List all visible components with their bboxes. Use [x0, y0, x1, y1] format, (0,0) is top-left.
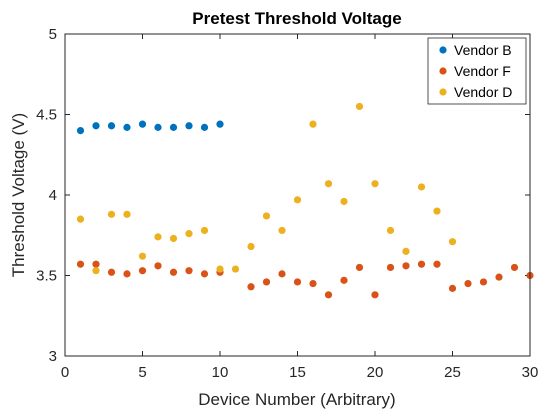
data-point: [123, 123, 131, 131]
data-point: [216, 265, 224, 273]
data-point: [107, 268, 116, 276]
y-tick-label: 4.5: [36, 107, 57, 124]
data-point: [107, 210, 116, 218]
data-point: [340, 276, 348, 284]
data-point: [185, 122, 193, 130]
data-point: [433, 207, 441, 215]
data-point: [169, 268, 178, 276]
data-point: [107, 122, 116, 130]
y-tick-label: 4: [49, 187, 57, 204]
data-point: [138, 267, 147, 275]
data-point: [278, 270, 286, 278]
data-point: [185, 230, 193, 238]
data-point: [386, 263, 395, 272]
series-vendor-d: [76, 102, 457, 275]
x-tick-label: 5: [138, 364, 146, 381]
plot-frame: [64, 33, 531, 357]
series-vendor-f: [76, 260, 534, 299]
data-point: [216, 120, 224, 128]
data-point: [154, 262, 162, 270]
x-tick-label: 0: [61, 364, 69, 381]
data-point: [185, 267, 193, 275]
y-tick-label: 3.5: [36, 268, 57, 285]
x-tick-label: 25: [444, 364, 461, 381]
data-point: [154, 123, 162, 131]
data-point: [92, 122, 100, 130]
data-point: [340, 197, 348, 206]
data-point: [138, 252, 147, 260]
data-point: [510, 263, 519, 272]
data-point: [448, 284, 457, 292]
legend-marker: [439, 88, 447, 96]
data-point: [200, 270, 209, 278]
data-point: [262, 212, 271, 220]
data-point: [231, 265, 240, 273]
legend-marker: [439, 67, 447, 75]
legend: Vendor B Vendor F Vendor D: [427, 37, 527, 105]
y-axis-label: Threshold Voltage (V): [9, 113, 28, 277]
data-point: [247, 283, 255, 291]
data-point: [169, 234, 178, 243]
data-point: [355, 263, 364, 272]
data-point: [371, 180, 379, 188]
legend-marker: [439, 46, 447, 54]
data-point: [92, 260, 100, 268]
data-point: [123, 270, 131, 278]
data-point: [200, 226, 209, 235]
data-point: [371, 291, 379, 299]
x-tick-label: 10: [212, 364, 229, 381]
data-point: [402, 247, 410, 255]
data-point: [324, 180, 333, 188]
y-tick-label: 5: [49, 26, 57, 43]
axis-ticks: 0 5 10 15 20 25 30 3 3.5 4 4.5 5: [36, 26, 538, 381]
x-tick-label: 30: [522, 364, 539, 381]
data-point: [278, 226, 286, 235]
data-point: [123, 210, 131, 218]
legend-label: Vendor B: [454, 42, 512, 58]
data-point: [448, 238, 457, 246]
data-point: [169, 123, 178, 131]
data-point: [262, 278, 271, 286]
chart-title: Pretest Threshold Voltage: [192, 9, 401, 28]
series-vendor-b: [76, 120, 224, 135]
data-point: [324, 291, 333, 299]
data-point: [76, 260, 85, 268]
data-point: [76, 127, 85, 135]
data-point: [355, 102, 364, 111]
data-point: [76, 215, 85, 223]
data-point: [309, 120, 317, 128]
data-point: [247, 242, 255, 251]
data-point: [464, 279, 472, 288]
data-point: [417, 260, 426, 268]
data-point: [402, 262, 410, 270]
data-point: [293, 278, 302, 286]
data-point: [386, 226, 395, 235]
data-point: [417, 183, 426, 191]
data-point: [309, 279, 317, 288]
x-axis-label: Device Number (Arbitrary): [198, 390, 395, 409]
data-point: [138, 120, 147, 128]
data-point: [433, 260, 441, 268]
data-point: [200, 123, 209, 131]
data-point: [293, 196, 302, 204]
data-points: [76, 102, 534, 299]
legend-label: Vendor F: [454, 63, 511, 79]
y-tick-label: 3: [49, 348, 57, 365]
data-point: [154, 233, 162, 241]
legend-label: Vendor D: [454, 84, 512, 100]
data-point: [495, 273, 503, 281]
x-tick-label: 20: [367, 364, 384, 381]
data-point: [479, 278, 488, 286]
data-point: [92, 267, 100, 275]
x-tick-label: 15: [289, 364, 306, 381]
